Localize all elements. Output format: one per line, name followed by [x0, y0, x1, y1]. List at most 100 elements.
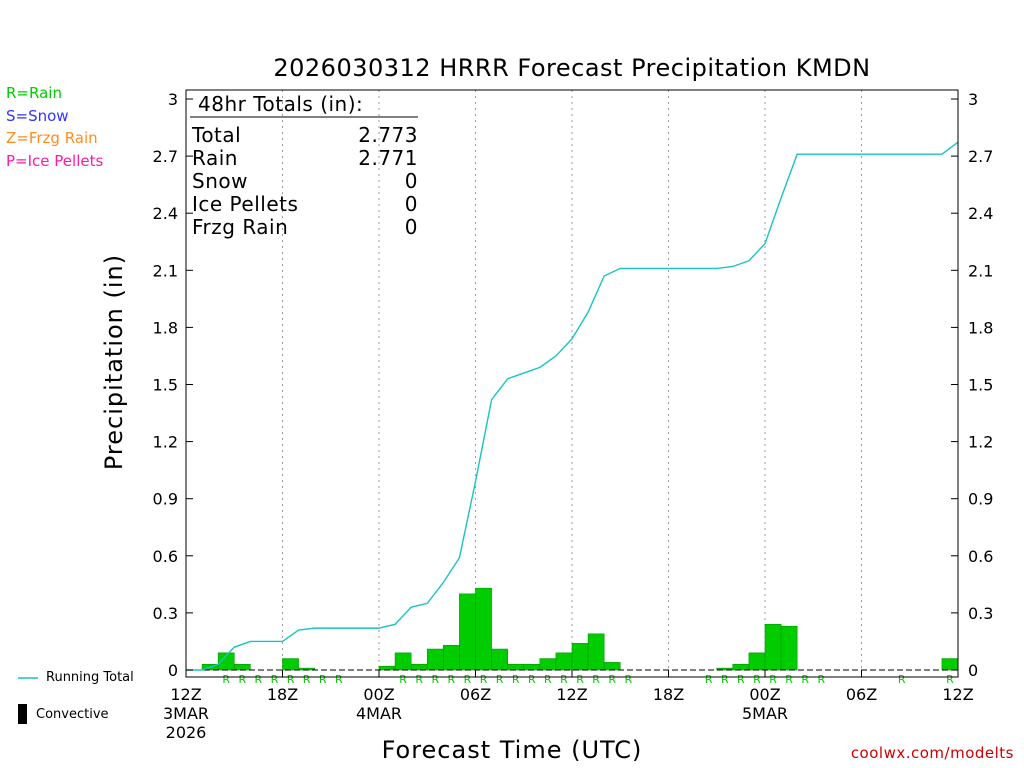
site-credit: coolwx.com/modelts	[850, 744, 1014, 762]
rain-marker-35: R	[737, 673, 745, 686]
convective-key: Convective	[18, 704, 109, 724]
rain-marker-21: R	[512, 673, 520, 686]
ytick-label-left-0: 0	[168, 661, 178, 680]
xtick-label-0-2: 2026	[166, 723, 207, 742]
ytick-label-left-4: 1.2	[153, 433, 178, 452]
ytick-label-right-3: 0.9	[968, 490, 993, 509]
rain-marker-8: R	[303, 673, 311, 686]
precip-bar-24	[555, 652, 573, 671]
convective-swatch	[18, 704, 27, 724]
y-axis-label: Precipitation (in)	[100, 254, 128, 470]
xtick-label-2-0: 00Z	[363, 685, 394, 704]
rain-marker-7: R	[287, 673, 295, 686]
precip-bar-7	[282, 658, 299, 671]
y-axis-left: 0 0.3 0.6 0.9 1.2 1.5 1.8 2.1 2.4 2.7 3	[153, 90, 193, 680]
rain-marker-24: R	[560, 673, 568, 686]
rain-marker-45: R	[898, 673, 906, 686]
precip-bar-48	[941, 658, 959, 671]
xtick-label-3-0: 06Z	[460, 685, 491, 704]
rain-marker-4: R	[238, 673, 246, 686]
y-axis-right: 0 0.3 0.6 0.9 1.2 1.5 1.8 2.1 2.4 2.7 3	[951, 90, 993, 680]
precip-bar-23	[539, 658, 557, 671]
ytick-label-left-10: 3	[168, 90, 178, 109]
ytick-label-left-5: 1.5	[153, 376, 178, 395]
rain-marker-38: R	[785, 673, 793, 686]
rain-marker-48: R	[946, 673, 954, 686]
grid-lines	[282, 90, 862, 677]
xtick-label-2-1: 4MAR	[356, 704, 402, 723]
ytick-label-right-7: 2.1	[968, 261, 993, 280]
rain-marker-33: R	[705, 673, 713, 686]
precip-bar-37	[764, 624, 782, 671]
rain-marker-10: R	[335, 673, 343, 686]
totals-title: 48hr Totals (in):	[198, 92, 363, 116]
running-total-key: Running Total	[18, 670, 134, 685]
ytick-label-left-8: 2.4	[153, 204, 178, 223]
rain-marker-26: R	[592, 673, 600, 686]
ytick-label-right-6: 1.8	[968, 318, 993, 337]
xtick-label-4-0: 12Z	[556, 685, 587, 704]
precip-bar-36	[748, 652, 766, 671]
ptype-legend-item-2: Z=Frzg Rain	[6, 129, 98, 147]
xtick-label-6-1: 5MAR	[742, 704, 788, 723]
precip-bar-4	[233, 663, 251, 671]
ptype-legend-item-0: R=Rain	[6, 84, 62, 102]
rain-marker-17: R	[448, 673, 456, 686]
precip-bar-26	[587, 633, 605, 671]
precip-bar-15	[410, 663, 428, 671]
totals-value-0: 2.773	[358, 123, 418, 147]
ptype-legend-item-1: S=Snow	[6, 106, 69, 125]
xtick-label-7-0: 06Z	[846, 685, 877, 704]
ytick-label-right-4: 1.2	[968, 433, 993, 452]
precip-bar-22	[523, 663, 541, 671]
xtick-label-5-0: 18Z	[653, 685, 684, 704]
totals-value-1: 2.771	[358, 146, 418, 170]
rain-marker-3: R	[222, 673, 230, 686]
rain-marker-34: R	[721, 673, 729, 686]
totals-box: 48hr Totals (in): Total 2.773 Rain 2.771 Sno…	[190, 92, 418, 239]
rain-marker-15: R	[415, 673, 423, 686]
precip-bar-19	[475, 587, 492, 671]
ytick-label-right-9: 2.7	[968, 147, 993, 166]
rain-marker-6: R	[271, 673, 279, 686]
precip-bars	[201, 587, 959, 671]
ytick-label-right-0: 0	[968, 661, 978, 680]
ytick-label-right-10: 3	[968, 90, 978, 109]
rain-marker-37: R	[769, 673, 777, 686]
totals-label-0: Total	[191, 123, 241, 147]
totals-value-3: 0	[405, 192, 418, 216]
precip-bar-25	[571, 643, 589, 671]
rain-marker-9: R	[319, 673, 327, 686]
precip-bar-18	[459, 593, 476, 671]
precip-bar-38	[780, 625, 798, 671]
rain-marker-28: R	[624, 673, 632, 686]
rain-marker-39: R	[801, 673, 809, 686]
ytick-label-left-6: 1.8	[153, 318, 178, 337]
ytick-label-right-2: 0.6	[968, 547, 993, 566]
running-total-swatch	[18, 676, 38, 679]
convective-label: Convective	[36, 706, 109, 722]
ytick-label-right-1: 0.3	[968, 604, 993, 623]
ytick-label-right-8: 2.4	[968, 204, 993, 223]
rain-marker-36: R	[753, 673, 761, 686]
precip-bar-27	[603, 662, 621, 671]
totals-value-2: 0	[405, 169, 418, 193]
totals-label-4: Frzg Rain	[192, 215, 288, 239]
rain-marker-20: R	[496, 673, 504, 686]
totals-label-3: Ice Pellets	[192, 192, 298, 216]
xtick-label-0-1: 3MAR	[163, 704, 209, 723]
precip-bar-13	[378, 665, 396, 671]
precip-bar-20	[491, 648, 508, 671]
rain-marker-5: R	[255, 673, 263, 686]
rain-marker-14: R	[399, 673, 407, 686]
rain-marker-40: R	[817, 673, 825, 686]
xtick-label-0-0: 12Z	[170, 685, 201, 704]
rain-marker-25: R	[576, 673, 584, 686]
xtick-label-8-0: 12Z	[942, 685, 973, 704]
running-total-label: Running Total	[46, 670, 134, 685]
running-total-line	[186, 141, 959, 671]
ptype-legend-item-3: P=Ice Pellets	[6, 151, 104, 170]
